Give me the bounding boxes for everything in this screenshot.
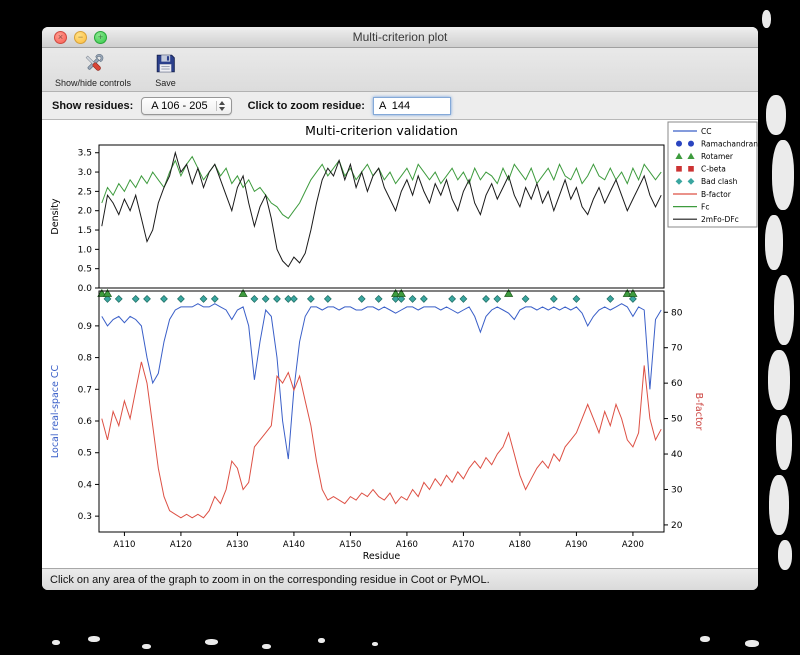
svg-text:2.0: 2.0 (78, 207, 93, 217)
show-hide-controls-label: Show/hide controls (55, 78, 132, 88)
svg-text:0.0: 0.0 (78, 284, 93, 294)
svg-text:30: 30 (671, 485, 683, 495)
svg-text:3.0: 3.0 (78, 168, 93, 178)
noise-artifact (318, 638, 325, 643)
residue-range-select[interactable]: A 106 - 205 (141, 96, 232, 115)
close-button[interactable]: × (54, 31, 67, 44)
noise-artifact (778, 540, 792, 570)
svg-text:3.5: 3.5 (78, 149, 92, 159)
show-residues-label: Show residues: (52, 99, 134, 112)
multi-criterion-figure[interactable]: Multi-criterion validation 0.0 0.5 1.0 1.5 2.… (42, 120, 758, 568)
svg-text:0.5: 0.5 (78, 449, 92, 459)
noise-artifact (205, 639, 218, 645)
bfactor-axis-label: B-factor (693, 393, 704, 431)
series-2mFo-DFc-line (101, 150, 662, 268)
svg-text:C-beta: C-beta (701, 165, 726, 174)
svg-text:A120: A120 (170, 540, 192, 550)
noise-artifact (88, 636, 100, 642)
svg-text:50: 50 (671, 415, 683, 425)
traffic-lights: × − + (54, 31, 107, 44)
svg-text:Ramachandran: Ramachandran (701, 139, 758, 148)
tools-icon (81, 51, 106, 78)
svg-text:0.8: 0.8 (78, 354, 93, 364)
noise-artifact (776, 415, 792, 470)
noise-artifact (262, 644, 271, 649)
noise-artifact (762, 10, 771, 28)
svg-text:Bad clash: Bad clash (701, 177, 738, 186)
svg-text:A180: A180 (509, 540, 531, 550)
noise-artifact (372, 642, 378, 646)
svg-text:A170: A170 (452, 540, 474, 550)
save-button[interactable]: Save (150, 50, 181, 89)
stepper-arrows-icon (215, 100, 227, 111)
svg-text:Rotamer: Rotamer (701, 152, 734, 161)
svg-text:0.4: 0.4 (78, 480, 93, 490)
multi-criterion-plot-window: × − + Multi-criterion plot Show/h (42, 27, 758, 590)
legend: CC Ramachandran Rotamer C-beta Bad clash B-fa… (667, 121, 758, 228)
svg-text:A160: A160 (396, 540, 418, 550)
series-Fc-line (101, 155, 662, 220)
svg-text:70: 70 (671, 344, 683, 354)
controls-bar: Show residues: A 106 - 205 Click to zoom… (42, 92, 758, 120)
noise-artifact (745, 640, 759, 647)
svg-text:0.3: 0.3 (78, 512, 92, 522)
svg-text:60: 60 (671, 379, 683, 389)
svg-text:1.5: 1.5 (78, 226, 92, 236)
noise-artifact (700, 636, 710, 642)
zoom-residue-input[interactable] (372, 96, 451, 115)
title-bar[interactable]: × − + Multi-criterion plot (42, 27, 758, 48)
svg-text:20: 20 (671, 521, 683, 531)
noise-artifact (142, 644, 151, 649)
toolbar: Show/hide controls Save (42, 48, 758, 92)
axes: Multi-criterion validation 0.0 0.5 1.0 1.5 2.… (50, 123, 704, 562)
noise-artifact (765, 215, 783, 270)
svg-text:2mFo-DFc: 2mFo-DFc (701, 215, 739, 224)
save-label: Save (155, 78, 176, 88)
window-title: Multi-criterion plot (352, 30, 448, 44)
series-B-factor-line (101, 361, 662, 519)
x-axis-label: Residue (363, 551, 401, 562)
series-lines (101, 150, 662, 519)
noise-artifact (766, 95, 786, 135)
status-bar: Click on any area of the graph to zoom i… (42, 568, 758, 590)
save-floppy-icon (153, 51, 178, 78)
svg-text:A110: A110 (113, 540, 135, 550)
noise-artifact (768, 350, 790, 410)
svg-text:80: 80 (671, 308, 683, 318)
figure-area[interactable]: Multi-criterion validation 0.0 0.5 1.0 1.5 2.… (42, 120, 758, 568)
svg-text:40: 40 (671, 450, 683, 460)
noise-artifact (772, 140, 794, 210)
marker-bad-clash (103, 295, 637, 303)
chart-title: Multi-criterion validation (305, 123, 458, 138)
svg-text:A140: A140 (283, 540, 305, 550)
zoom-button[interactable]: + (94, 31, 107, 44)
svg-text:1.0: 1.0 (78, 245, 93, 255)
series-CC-line (101, 303, 662, 460)
noise-artifact (769, 475, 789, 535)
cc-axis-label: Local real-space CC (50, 365, 61, 459)
svg-text:CC: CC (701, 127, 711, 136)
noise-artifact (774, 275, 794, 345)
svg-text:2.5: 2.5 (78, 187, 92, 197)
status-text: Click on any area of the graph to zoom i… (50, 573, 490, 586)
svg-text:A150: A150 (339, 540, 361, 550)
svg-text:0.9: 0.9 (78, 322, 93, 332)
svg-text:Fc: Fc (701, 202, 709, 211)
svg-text:0.6: 0.6 (78, 417, 93, 427)
svg-text:B-factor: B-factor (701, 190, 732, 199)
noise-artifact (52, 640, 60, 645)
residue-range-value: A 106 - 205 (151, 99, 208, 112)
minimize-button[interactable]: − (74, 31, 87, 44)
svg-text:A130: A130 (226, 540, 248, 550)
svg-text:A200: A200 (622, 540, 644, 550)
show-hide-controls-button[interactable]: Show/hide controls (52, 50, 134, 89)
zoom-residue-label: Click to zoom residue: (247, 99, 365, 112)
svg-text:0.7: 0.7 (78, 385, 92, 395)
svg-text:0.5: 0.5 (78, 265, 92, 275)
marker-rotamer (97, 288, 638, 297)
density-axis-label: Density (50, 198, 61, 234)
svg-text:A190: A190 (565, 540, 587, 550)
